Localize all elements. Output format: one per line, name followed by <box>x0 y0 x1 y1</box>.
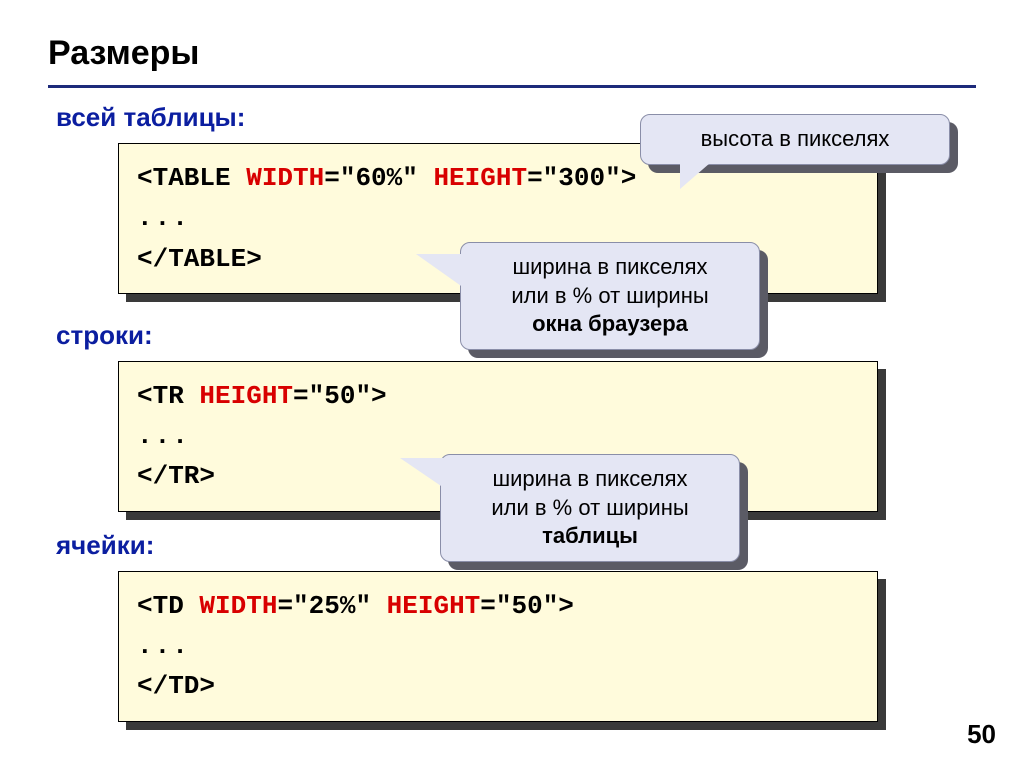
code-keyword: WIDTH <box>246 163 324 193</box>
code-text: <TABLE <box>137 163 246 193</box>
callout-body: ширина в пикселях или в % от ширины табл… <box>440 454 740 562</box>
slide: Размеры всей таблицы: <TABLE WIDTH="60%"… <box>0 0 1024 768</box>
callout-text: ширина в пикселях <box>479 253 741 282</box>
code-keyword: HEIGHT <box>199 381 293 411</box>
code-text: ="50"> <box>480 591 574 621</box>
callout-width-browser: ширина в пикселях или в % от ширины окна… <box>460 242 760 350</box>
callout-tail-icon <box>680 163 710 189</box>
code-line: ... <box>137 416 859 456</box>
title-underline <box>48 85 976 88</box>
code-text: <TD <box>137 591 199 621</box>
codebox-content: <TD WIDTH="25%" HEIGHT="50"> ... </TD> <box>118 571 878 722</box>
code-text: ="60%" <box>324 163 433 193</box>
callout-tail-icon <box>400 458 444 488</box>
callout-text: окна браузера <box>479 310 741 339</box>
code-text: <TR <box>137 381 199 411</box>
page-number: 50 <box>967 719 996 750</box>
code-line: ... <box>137 626 859 666</box>
callout-text: высота в пикселях <box>701 126 890 151</box>
code-keyword: WIDTH <box>199 591 277 621</box>
code-line: </TD> <box>137 666 859 706</box>
code-line: <TD WIDTH="25%" HEIGHT="50"> <box>137 586 859 626</box>
code-keyword: HEIGHT <box>387 591 481 621</box>
callout-body: ширина в пикселях или в % от ширины окна… <box>460 242 760 350</box>
callout-width-table: ширина в пикселях или в % от ширины табл… <box>440 454 740 562</box>
code-text: ="50"> <box>293 381 387 411</box>
code-text: ="300"> <box>527 163 636 193</box>
code-line: ... <box>137 198 859 238</box>
codebox-cell: <TD WIDTH="25%" HEIGHT="50"> ... </TD> <box>118 571 878 722</box>
callout-body: высота в пикселях <box>640 114 950 165</box>
callout-height-px: высота в пикселях <box>640 114 950 165</box>
callout-text: таблицы <box>459 522 721 551</box>
callout-text: ширина в пикселях <box>459 465 721 494</box>
code-keyword: HEIGHT <box>433 163 527 193</box>
slide-title: Размеры <box>48 34 976 73</box>
callout-tail-icon <box>416 254 464 288</box>
callout-text: или в % от ширины <box>479 282 741 311</box>
callout-text: или в % от ширины <box>459 494 721 523</box>
code-text: ="25%" <box>277 591 386 621</box>
code-line: <TR HEIGHT="50"> <box>137 376 859 416</box>
